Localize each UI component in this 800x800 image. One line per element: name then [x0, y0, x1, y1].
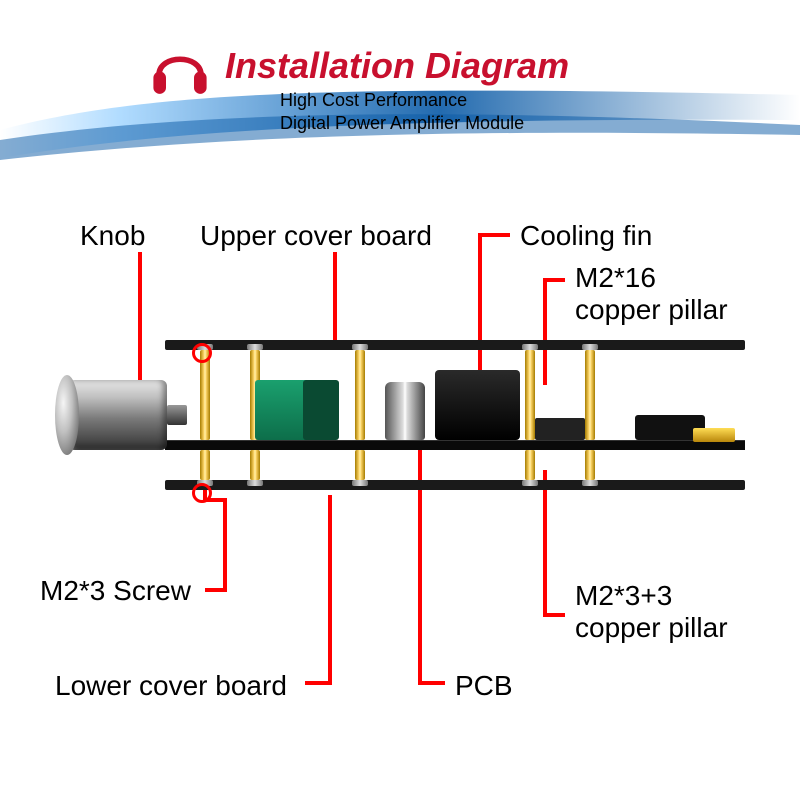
capacitor — [385, 382, 425, 440]
page-subtitle: High Cost Performance Digital Power Ampl… — [280, 89, 524, 136]
amplifier-module — [55, 340, 745, 500]
copper-pillar — [355, 350, 365, 440]
copper-pillar — [585, 350, 595, 440]
screw-marker-icon — [192, 483, 212, 503]
page-title: Installation Diagram — [225, 45, 569, 87]
knob — [55, 375, 180, 455]
copper-pillar-short — [525, 450, 535, 480]
screw-marker-icon — [192, 343, 212, 363]
header-banner: Installation Diagram High Cost Performan… — [0, 25, 800, 155]
subtitle-line-1: High Cost Performance — [280, 89, 524, 112]
copper-pillar-short — [585, 450, 595, 480]
headphones-icon — [145, 33, 215, 103]
pcb-board — [165, 440, 745, 450]
subtitle-line-2: Digital Power Amplifier Module — [280, 112, 524, 135]
diagram-area: Knob Upper cover board Cooling fin M2*16… — [0, 180, 800, 780]
cooling-fin — [435, 370, 520, 440]
component-green-block — [255, 380, 335, 440]
component-chip — [535, 418, 585, 440]
copper-pillar — [525, 350, 535, 440]
copper-pillar-short — [250, 450, 260, 480]
copper-pillar — [200, 350, 210, 440]
gold-connector — [693, 428, 735, 442]
copper-pillar-short — [200, 450, 210, 480]
copper-pillar-short — [355, 450, 365, 480]
